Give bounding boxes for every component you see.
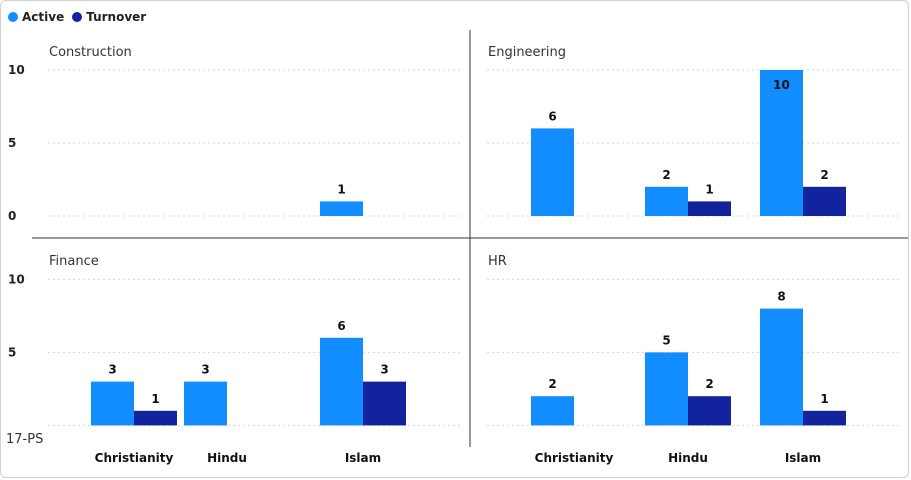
bar-turnover xyxy=(688,396,731,426)
bar-active xyxy=(531,128,574,216)
panel-title: Engineering xyxy=(488,45,566,60)
bar-turnover xyxy=(803,186,846,216)
legend-swatch-active xyxy=(8,12,18,22)
x-tick-label: Christianity xyxy=(535,451,614,465)
footer-label: 17-PS xyxy=(6,432,44,447)
bar-active xyxy=(760,70,803,216)
x-tick-label: Islam xyxy=(345,451,381,465)
data-label: 3 xyxy=(380,363,388,377)
y-tick-label: 5 xyxy=(8,345,16,359)
x-tick-label: Hindu xyxy=(207,451,247,465)
data-label: 10 xyxy=(773,78,790,92)
y-tick-label: 10 xyxy=(8,272,25,286)
panel-title: Construction xyxy=(49,45,132,60)
bar-active xyxy=(320,337,363,426)
y-tick-label: 10 xyxy=(8,63,25,77)
bar-active xyxy=(184,381,227,426)
bar-active xyxy=(645,186,688,216)
data-label: 2 xyxy=(705,377,713,391)
bar-active xyxy=(760,308,803,426)
bar-active xyxy=(320,201,363,216)
bar-active xyxy=(645,352,688,426)
legend-swatch-turnover xyxy=(72,12,83,22)
data-label: 6 xyxy=(548,109,556,123)
data-label: 3 xyxy=(201,363,209,377)
data-label: 3 xyxy=(108,363,116,377)
data-label: 1 xyxy=(820,392,828,406)
y-tick-label: 5 xyxy=(8,136,16,150)
legend-item-active[interactable]: Active xyxy=(8,10,64,24)
legend: Active Turnover xyxy=(8,8,146,26)
x-tick-label: Christianity xyxy=(95,451,174,465)
data-label: 1 xyxy=(151,392,159,406)
panel-title: Finance xyxy=(49,254,99,269)
data-label: 2 xyxy=(548,377,556,391)
y-tick-label: 0 xyxy=(8,209,16,223)
data-label: 8 xyxy=(777,290,785,304)
bar-active xyxy=(91,381,134,426)
legend-item-turnover[interactable]: Turnover xyxy=(72,10,146,24)
bar-turnover xyxy=(688,201,731,216)
panel-title: HR xyxy=(488,254,507,269)
legend-label-turnover: Turnover xyxy=(86,10,147,24)
bar-turnover xyxy=(134,410,177,426)
data-label: 1 xyxy=(337,182,345,196)
bar-turnover xyxy=(363,381,406,426)
x-tick-label: Hindu xyxy=(668,451,708,465)
data-label: 2 xyxy=(662,168,670,182)
data-label: 2 xyxy=(820,168,828,182)
data-label: 6 xyxy=(337,319,345,333)
data-label: 1 xyxy=(705,182,713,196)
bar-active xyxy=(531,396,574,426)
bar-turnover xyxy=(803,410,846,426)
x-tick-label: Islam xyxy=(785,451,821,465)
data-label: 5 xyxy=(662,333,670,347)
legend-label-active: Active xyxy=(22,10,65,24)
